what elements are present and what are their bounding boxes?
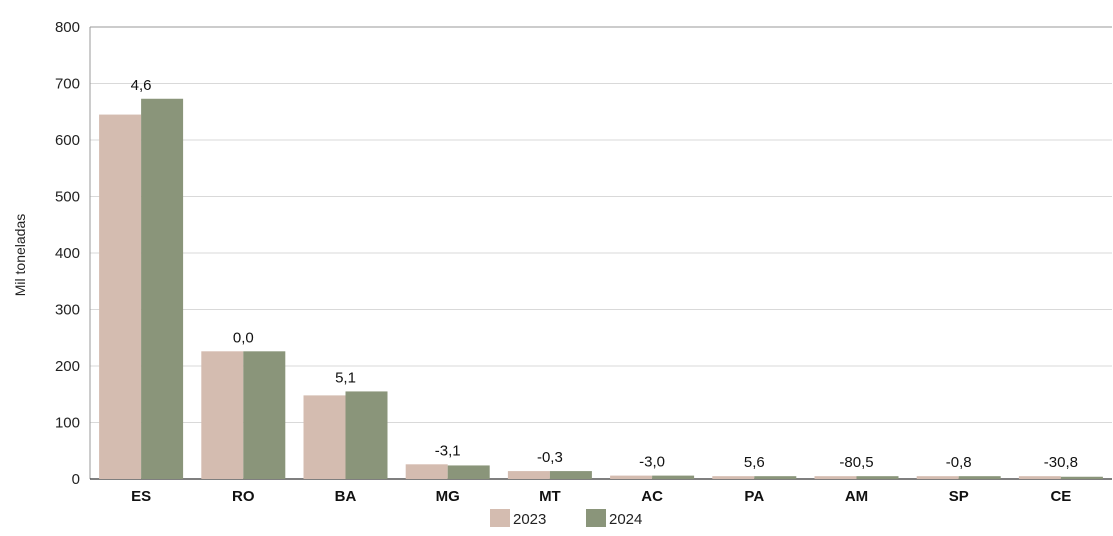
x-tick-label: RO — [232, 488, 255, 505]
legend: 2023 2024 — [490, 509, 642, 528]
bar-mt-2024 — [549, 471, 592, 479]
y-axis-title: Mil toneladas — [12, 214, 28, 297]
bar-ce-2023 — [1018, 476, 1061, 479]
y-tick-label: 800 — [55, 19, 80, 36]
data-label: 0,0 — [233, 329, 254, 346]
x-tick-label: ES — [131, 488, 151, 505]
bar-am-2024 — [856, 476, 899, 479]
data-label: -3,0 — [639, 454, 665, 471]
y-tick-label: 600 — [55, 132, 80, 149]
legend-label: 2023 — [513, 511, 546, 528]
y-tick-label: 400 — [55, 245, 80, 262]
y-tick-label: 100 — [55, 415, 80, 432]
bar-pa-2024 — [754, 476, 797, 479]
x-tick-label: AM — [845, 488, 868, 505]
y-tick-label: 300 — [55, 302, 80, 319]
bar-mg-2024 — [447, 465, 490, 479]
y-tick-label: 500 — [55, 189, 80, 206]
data-label: 4,6 — [131, 77, 152, 94]
data-label: -30,8 — [1044, 454, 1078, 471]
x-tick-label: AC — [641, 488, 663, 505]
bar-mg-2023 — [405, 464, 448, 479]
data-label: -0,3 — [537, 449, 563, 466]
x-tick-label: CE — [1050, 488, 1071, 505]
bar-ba-2024 — [345, 391, 388, 479]
data-label: -80,5 — [839, 454, 873, 471]
bar-pa-2023 — [712, 476, 755, 479]
legend-label: 2024 — [609, 511, 642, 528]
data-label: -0,8 — [946, 454, 972, 471]
x-tick-label: MT — [539, 488, 561, 505]
x-tick-label: SP — [949, 488, 969, 505]
bar-sp-2023 — [916, 476, 959, 479]
bar-sp-2024 — [958, 476, 1001, 479]
x-tick-label: PA — [744, 488, 764, 505]
bars — [99, 98, 1103, 479]
bar-es-2024 — [141, 98, 184, 479]
bar-am-2023 — [814, 476, 857, 479]
x-tick-label: MG — [436, 488, 460, 505]
data-label: 5,1 — [335, 369, 356, 386]
bar-ce-2024 — [1060, 476, 1103, 479]
data-label: 5,6 — [744, 454, 765, 471]
legend-swatch-2023 — [490, 509, 510, 527]
bar-ro-2024 — [243, 351, 286, 479]
legend-swatch-2024 — [586, 509, 606, 527]
bar-es-2023 — [99, 114, 142, 479]
data-label: -3,1 — [435, 442, 461, 459]
y-tick-label: 200 — [55, 358, 80, 375]
bar-ac-2023 — [610, 475, 653, 479]
bar-ba-2023 — [303, 395, 346, 479]
bar-mt-2023 — [507, 471, 550, 479]
y-tick-label: 700 — [55, 76, 80, 93]
bar-ac-2024 — [652, 475, 695, 479]
labels: 0 100 200 300 400 500 600 700 800 ES 4,6 RO 0,0 BA 5,1… — [55, 19, 1078, 505]
y-tick-label: 0 — [72, 471, 80, 488]
x-tick-label: BA — [335, 488, 357, 505]
bar-ro-2023 — [201, 351, 244, 479]
